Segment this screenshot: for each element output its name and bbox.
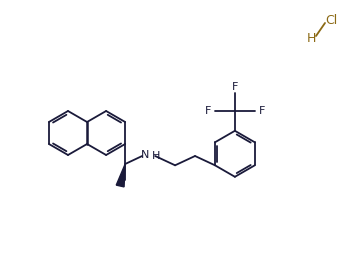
Text: H: H bbox=[152, 151, 160, 161]
Text: H: H bbox=[306, 33, 316, 46]
Text: F: F bbox=[205, 106, 211, 116]
Text: N: N bbox=[141, 150, 149, 160]
Text: F: F bbox=[259, 106, 265, 116]
Text: F: F bbox=[232, 82, 238, 92]
Polygon shape bbox=[116, 164, 125, 187]
Text: Cl: Cl bbox=[325, 14, 337, 27]
